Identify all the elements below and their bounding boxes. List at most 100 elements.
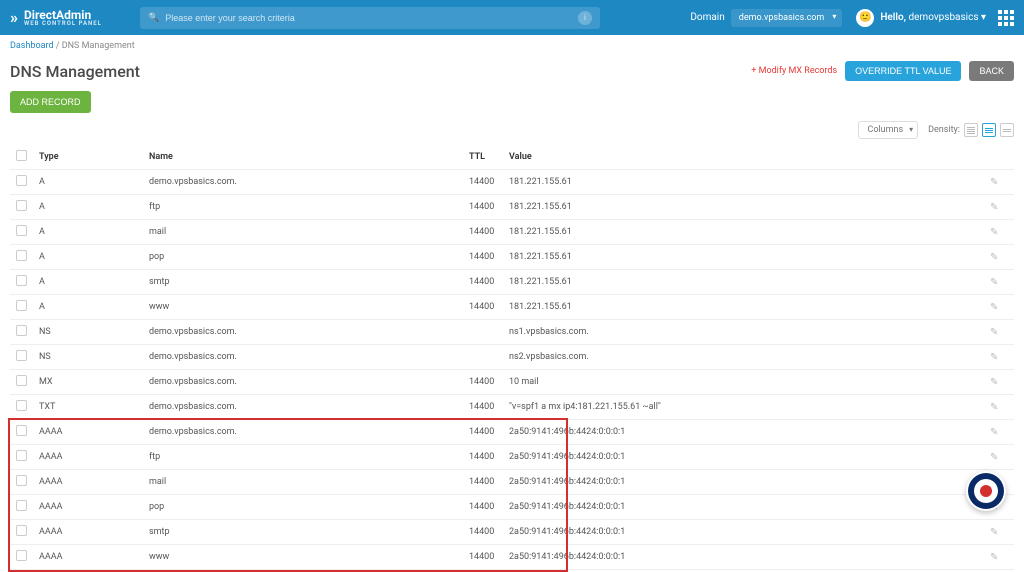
cell-ttl: 14400: [463, 220, 503, 245]
override-ttl-button[interactable]: OVERRIDE TTL VALUE: [845, 61, 961, 81]
row-checkbox[interactable]: [16, 425, 27, 436]
edit-icon[interactable]: ✎: [990, 227, 998, 238]
edit-icon[interactable]: ✎: [990, 527, 998, 538]
apps-grid-icon[interactable]: [998, 10, 1014, 26]
table-header-row: Type Name TTL Value: [10, 145, 1014, 170]
logo-icon: »: [10, 8, 18, 27]
cell-ttl: 14400: [463, 545, 503, 570]
row-checkbox[interactable]: [16, 325, 27, 336]
col-type[interactable]: Type: [33, 145, 143, 170]
table-row: AAAAsmtp144002a50:9141:496b:4424:0:0:0:1…: [10, 520, 1014, 545]
table-row: Ademo.vpsbasics.com.14400181.221.155.61 ✎: [10, 170, 1014, 195]
row-checkbox[interactable]: [16, 400, 27, 411]
cell-ttl: 14400: [463, 520, 503, 545]
page-title: DNS Management: [10, 62, 140, 81]
breadcrumb-root[interactable]: Dashboard: [10, 41, 54, 51]
row-checkbox[interactable]: [16, 275, 27, 286]
cell-ttl: [463, 345, 503, 370]
cell-name: pop: [143, 245, 463, 270]
search-box[interactable]: 🔍 i: [140, 7, 600, 29]
edit-icon[interactable]: ✎: [990, 427, 998, 438]
cell-ttl: 14400: [463, 270, 503, 295]
table-row: NSdemo.vpsbasics.com.ns2.vpsbasics.com.✎: [10, 345, 1014, 370]
row-checkbox[interactable]: [16, 500, 27, 511]
logo-subtitle: WEB CONTROL PANEL: [24, 21, 102, 27]
cell-name: demo.vpsbasics.com.: [143, 420, 463, 445]
edit-icon[interactable]: ✎: [990, 277, 998, 288]
density-normal[interactable]: [982, 123, 996, 137]
density-compact[interactable]: [964, 123, 978, 137]
support-badge[interactable]: [966, 471, 1006, 511]
row-checkbox[interactable]: [16, 175, 27, 186]
cell-ttl: 14400: [463, 295, 503, 320]
col-value[interactable]: Value: [503, 145, 984, 170]
topbar: » DirectAdmin WEB CONTROL PANEL 🔍 i Doma…: [0, 0, 1024, 35]
modify-mx-link[interactable]: + Modify MX Records: [751, 66, 837, 76]
hello-text[interactable]: Hello, demovpsbasics ▾: [880, 12, 986, 23]
cell-name: smtp: [143, 270, 463, 295]
search-info-icon[interactable]: i: [578, 11, 592, 25]
dns-table: Type Name TTL Value Ademo.vpsbasics.com.…: [10, 145, 1014, 570]
cell-type: MX: [33, 370, 143, 395]
table-row: Amail14400181.221.155.61✎: [10, 220, 1014, 245]
back-button[interactable]: BACK: [969, 61, 1014, 81]
table-row: AAAAmail144002a50:9141:496b:4424:0:0:0:1…: [10, 470, 1014, 495]
table-row: AAAAftp144002a50:9141:496b:4424:0:0:0:1✎: [10, 445, 1014, 470]
cell-type: AAAA: [33, 470, 143, 495]
cell-value: ns2.vpsbasics.com.: [503, 345, 984, 370]
row-checkbox[interactable]: [16, 450, 27, 461]
row-checkbox[interactable]: [16, 200, 27, 211]
edit-icon[interactable]: ✎: [990, 402, 998, 413]
search-input[interactable]: [165, 13, 572, 23]
cell-ttl: 14400: [463, 170, 503, 195]
row-checkbox[interactable]: [16, 550, 27, 561]
col-name[interactable]: Name: [143, 145, 463, 170]
cell-value: ns1.vpsbasics.com.: [503, 320, 984, 345]
cell-name: demo.vpsbasics.com.: [143, 345, 463, 370]
add-record-button[interactable]: ADD RECORD: [10, 91, 91, 113]
cell-name: ftp: [143, 195, 463, 220]
cell-type: AAAA: [33, 545, 143, 570]
row-checkbox[interactable]: [16, 225, 27, 236]
cell-ttl: 14400: [463, 395, 503, 420]
row-checkbox[interactable]: [16, 250, 27, 261]
row-checkbox[interactable]: [16, 475, 27, 486]
cell-value: 2a50:9141:496b:4424:0:0:0:1: [503, 470, 984, 495]
table-row: Asmtp14400181.221.155.61✎: [10, 270, 1014, 295]
cell-name: demo.vpsbasics.com.: [143, 370, 463, 395]
edit-icon[interactable]: ✎: [990, 302, 998, 313]
edit-icon[interactable]: ✎: [990, 202, 998, 213]
logo[interactable]: » DirectAdmin WEB CONTROL PANEL: [10, 8, 130, 27]
row-checkbox[interactable]: [16, 350, 27, 361]
density-comfortable[interactable]: [1000, 123, 1014, 137]
edit-icon[interactable]: ✎: [990, 452, 998, 463]
row-checkbox[interactable]: [16, 375, 27, 386]
cell-name: mail: [143, 220, 463, 245]
edit-icon[interactable]: ✎: [990, 377, 998, 388]
col-ttl[interactable]: TTL: [463, 145, 503, 170]
row-checkbox[interactable]: [16, 300, 27, 311]
avatar[interactable]: 🙂: [856, 9, 874, 27]
cell-type: TXT: [33, 395, 143, 420]
columns-dropdown[interactable]: Columns: [858, 121, 918, 139]
cell-name: www: [143, 295, 463, 320]
cell-value: 181.221.155.61: [503, 295, 984, 320]
cell-type: A: [33, 170, 143, 195]
cell-name: www: [143, 545, 463, 570]
cell-name: demo.vpsbasics.com.: [143, 170, 463, 195]
edit-icon[interactable]: ✎: [990, 177, 998, 188]
cell-name: ftp: [143, 445, 463, 470]
cell-value: 2a50:9141:496b:4424:0:0:0:1: [503, 495, 984, 520]
edit-icon[interactable]: ✎: [990, 252, 998, 263]
edit-icon[interactable]: ✎: [990, 352, 998, 363]
cell-name: demo.vpsbasics.com.: [143, 320, 463, 345]
domain-select[interactable]: demo.vpsbasics.com: [731, 9, 843, 27]
row-checkbox[interactable]: [16, 525, 27, 536]
select-all-checkbox[interactable]: [16, 150, 27, 161]
cell-name: mail: [143, 470, 463, 495]
cell-type: NS: [33, 320, 143, 345]
cell-value: 181.221.155.61: [503, 170, 984, 195]
edit-icon[interactable]: ✎: [990, 552, 998, 563]
cell-value: 181.221.155.61: [503, 220, 984, 245]
edit-icon[interactable]: ✎: [990, 327, 998, 338]
